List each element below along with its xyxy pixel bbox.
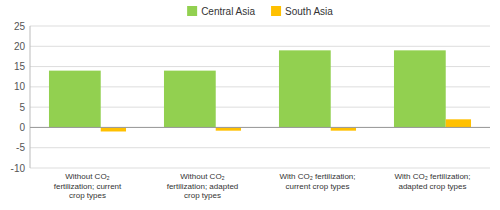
y-tick-label: 10 <box>14 81 26 92</box>
y-tick-label: -5 <box>16 142 25 153</box>
legend-swatch <box>271 6 281 16</box>
grid-line <box>30 26 490 27</box>
y-tick-label: 5 <box>19 102 25 113</box>
bars <box>49 50 471 131</box>
y-axis-line <box>30 26 31 168</box>
bar <box>279 50 331 127</box>
grid-line <box>30 127 490 128</box>
grid <box>30 26 490 168</box>
grid-line <box>30 168 490 169</box>
legend-swatch <box>187 6 197 16</box>
y-tick-label: -10 <box>11 163 26 174</box>
legend-label: Central Asia <box>201 6 255 17</box>
bar <box>101 127 126 131</box>
legend-item: Central Asia <box>187 6 255 17</box>
x-tick-label: Without CO₂fertilization; adaptedcrop ty… <box>167 172 239 200</box>
x-tick-label: With CO₂ fertilization;adapted crop type… <box>394 172 470 191</box>
y-tick-label: 15 <box>14 61 26 72</box>
legend-item: South Asia <box>271 6 333 17</box>
y-tick-label: 20 <box>14 41 26 52</box>
chart: -10 -5 0 5 10 15 20 25 Without CO₂fertilization;… <box>0 0 500 210</box>
y-tick-label: 25 <box>14 21 26 32</box>
grid-line <box>30 147 490 148</box>
x-tick-label: Without CO₂fertilization; currentcrop ty… <box>54 172 122 200</box>
x-tick-label: With CO₂ fertilization;current crop type… <box>279 172 355 191</box>
y-tick-label: 0 <box>19 122 25 133</box>
grid-line <box>30 46 490 47</box>
legend-label: South Asia <box>285 6 333 17</box>
bar <box>394 50 446 127</box>
bar <box>49 71 101 128</box>
bar <box>446 119 471 127</box>
legend: Central Asia South Asia <box>187 6 333 17</box>
bar <box>164 71 216 128</box>
zero-line <box>30 127 490 128</box>
